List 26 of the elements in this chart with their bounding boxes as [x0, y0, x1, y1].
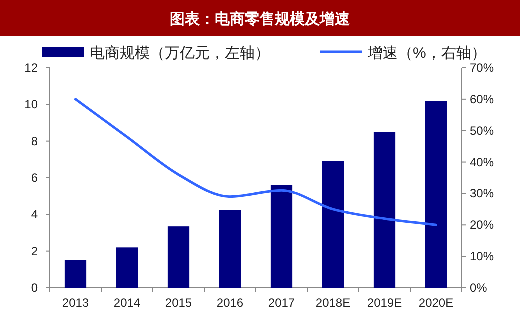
y-tick-label: 4	[31, 208, 38, 222]
x-tick-label: 2019E	[367, 296, 402, 310]
y2-tick-label: 20%	[470, 218, 494, 232]
x-tick-label: 2015	[165, 296, 192, 310]
legend-label: 电商规模（万亿元，左轴）	[90, 45, 270, 62]
chart-title: 图表：电商零售规模及增速	[170, 10, 351, 28]
y-tick-label: 6	[31, 171, 38, 185]
y-tick-label: 0	[31, 281, 38, 295]
y-tick-label: 10	[24, 98, 38, 112]
x-tick-label: 2018E	[316, 296, 351, 310]
x-tick-label: 2020E	[418, 296, 454, 310]
y2-tick-label: 70%	[470, 61, 494, 75]
x-tick-label: 2017	[268, 296, 296, 310]
y-tick-label: 8	[31, 134, 38, 148]
y2-tick-label: 50%	[470, 124, 494, 138]
y-tick-label: 12	[24, 61, 38, 75]
x-tick-label: 2014	[114, 296, 141, 310]
y2-tick-label: 10%	[470, 250, 494, 264]
x-tick-label: 2013	[62, 296, 90, 310]
y2-tick-label: 60%	[470, 92, 494, 106]
y2-tick-label: 30%	[470, 186, 494, 201]
x-tick-label: 2016	[216, 296, 244, 310]
y2-tick-label: 40%	[470, 155, 494, 170]
y2-tick-label: 0%	[470, 281, 488, 295]
y-tick-label: 2	[31, 244, 38, 258]
legend-label: 增速（%，右轴）	[367, 45, 486, 62]
